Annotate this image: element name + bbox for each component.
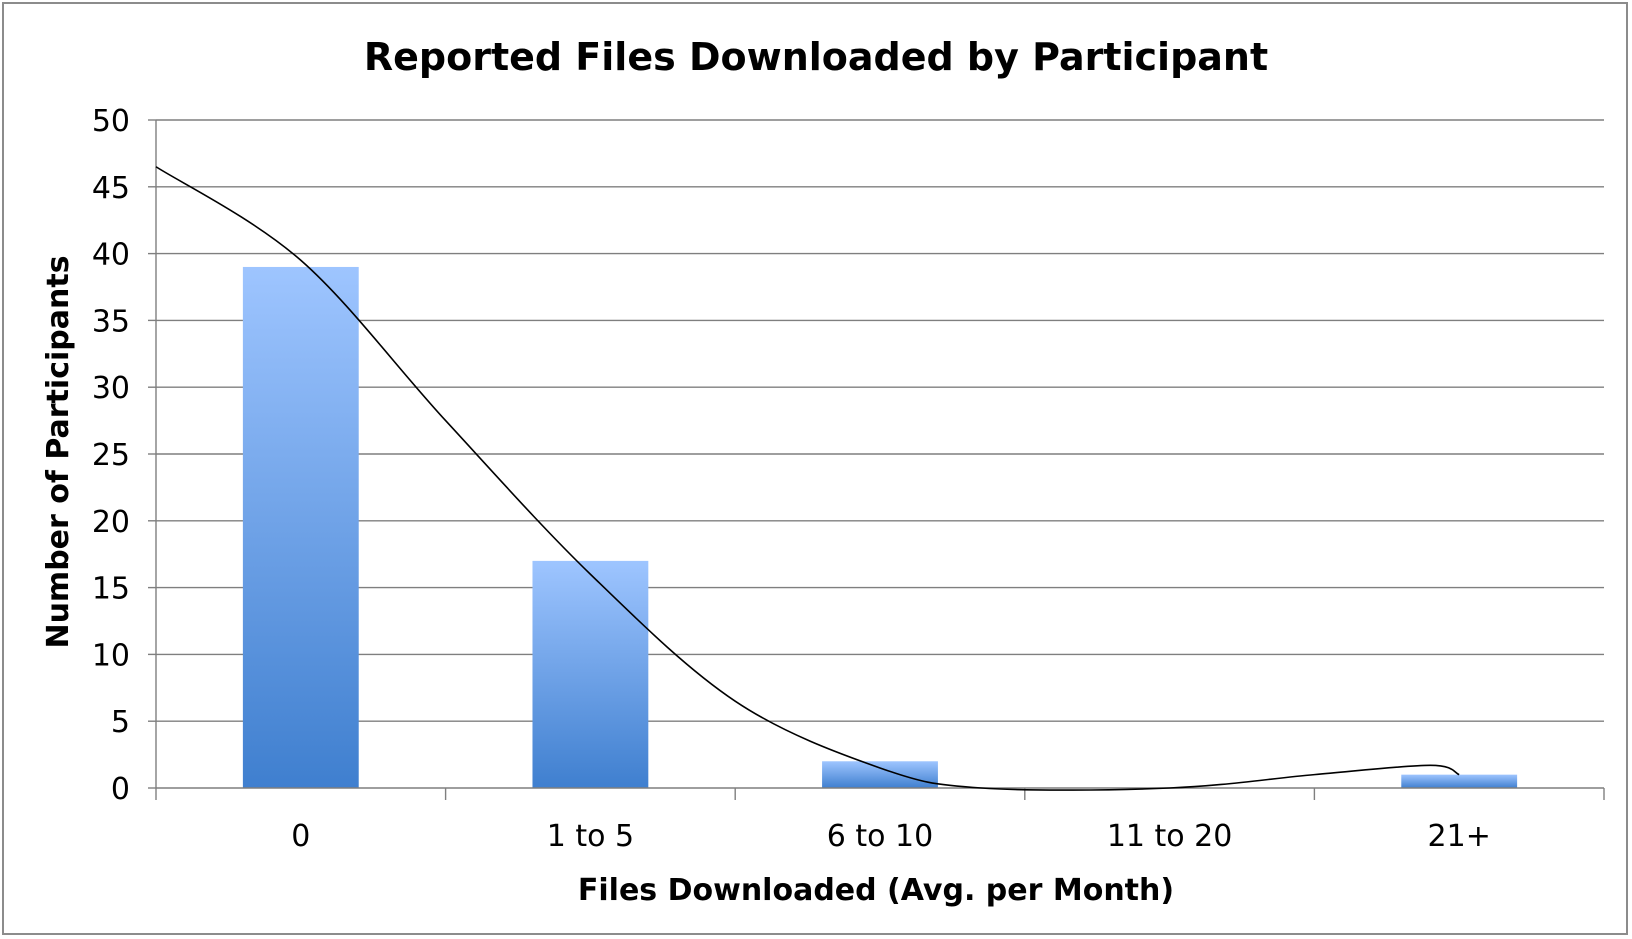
trendline (155, 166, 1460, 791)
y-tick-label: 35 (92, 304, 130, 339)
x-tick-label: 21+ (1428, 819, 1491, 854)
bar-0 (242, 266, 359, 789)
y-tick-label: 20 (92, 505, 130, 540)
x-tick-label: 1 to 5 (547, 819, 634, 854)
x-tick-label: 11 to 20 (1107, 819, 1233, 854)
y-tick-label: 40 (92, 238, 130, 273)
y-tick-label: 30 (92, 371, 130, 406)
gridlines (156, 119, 1604, 722)
y-tick-label: 50 (92, 104, 130, 139)
x-axis-label: Files Downloaded (Avg. per Month) (578, 873, 1174, 908)
bar-21- (1401, 774, 1518, 788)
y-tick-label: 25 (92, 438, 130, 473)
y-tick-label: 15 (92, 572, 130, 607)
y-tick-label: 5 (111, 705, 130, 740)
bar-6-to-10 (822, 761, 938, 788)
y-tick-label: 45 (92, 171, 130, 206)
axes (148, 119, 1605, 800)
x-tick-labels: 0 1 to 5 6 to 10 11 to 20 21+ (291, 819, 1491, 854)
x-tick-label: 0 (291, 819, 310, 854)
y-tick-labels: 0 5 10 15 20 25 30 35 40 45 50 (92, 104, 130, 807)
y-axis-label: Number of Participants (41, 255, 76, 648)
y-tick-label: 0 (111, 772, 130, 807)
bars (242, 266, 1518, 789)
y-tick-label: 10 (92, 638, 130, 673)
bar-1-to-5 (532, 560, 649, 788)
x-tick-label: 6 to 10 (827, 819, 933, 854)
chart-title: Reported Files Downloaded by Participant (364, 35, 1268, 79)
